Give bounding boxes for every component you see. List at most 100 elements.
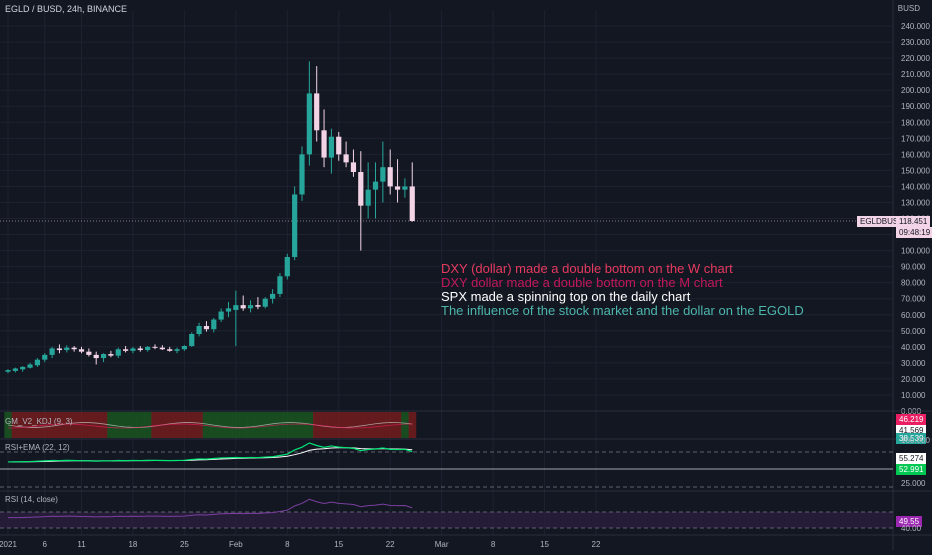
candle-body xyxy=(86,351,92,355)
gm-segment xyxy=(379,412,387,438)
candle-body xyxy=(233,305,239,310)
candle-body xyxy=(372,181,379,190)
rsi-ema-line xyxy=(7,442,413,463)
y-tick-label: 60.000 xyxy=(901,311,926,320)
candle-body xyxy=(328,136,334,158)
gm-segment xyxy=(305,412,314,438)
candle-body xyxy=(108,354,114,356)
candle-body xyxy=(336,136,342,155)
candle-body xyxy=(56,348,63,351)
last-price-symbol: EGLDBUSD xyxy=(857,216,908,227)
y-tick-label: 140.000 xyxy=(901,182,930,191)
x-tick-label: 8 xyxy=(491,540,496,549)
gm-segment xyxy=(129,412,137,438)
y-tick-label: 50.000 xyxy=(901,327,926,336)
x-tick-label: 18 xyxy=(128,540,137,549)
candle-body xyxy=(380,167,386,182)
gm-segment xyxy=(92,412,101,438)
gm-segment xyxy=(327,412,336,438)
candle-body xyxy=(365,189,371,206)
y-tick-label: 190.000 xyxy=(901,102,930,111)
y-tick-label: 90.000 xyxy=(901,263,926,272)
candle-body xyxy=(292,194,298,258)
gm-segment xyxy=(217,412,226,438)
gm-segment xyxy=(33,412,42,438)
gm-segment xyxy=(342,412,351,438)
y-tick-label: 170.000 xyxy=(901,134,930,143)
x-tick-label: 6 xyxy=(43,540,48,549)
annotation-1: DXY (dollar) made a double bottom on the… xyxy=(441,261,733,276)
y-tick-label: 30.000 xyxy=(901,359,926,368)
candle-body xyxy=(189,334,195,347)
y-tick-label: 240.000 xyxy=(901,22,930,31)
last-price-value: 118.451 xyxy=(896,216,931,227)
candle-body xyxy=(270,293,276,299)
candle-body xyxy=(130,348,136,351)
gm-segment xyxy=(121,412,130,438)
y-tick-label: 100.000 xyxy=(901,247,930,256)
gm-segment xyxy=(283,412,292,438)
gm-segment xyxy=(99,412,108,438)
candle-body xyxy=(203,325,210,330)
x-tick-label: 15 xyxy=(334,540,343,549)
gm-segment xyxy=(173,412,182,438)
candle-body xyxy=(174,349,180,351)
candle-body xyxy=(100,354,107,359)
y-tick-label: 210.000 xyxy=(901,70,930,79)
candle-body xyxy=(321,130,327,158)
gm-segment xyxy=(349,412,358,438)
candle-body xyxy=(167,349,173,351)
candle-body xyxy=(262,298,268,307)
gm-segment xyxy=(136,412,145,438)
rsi-axis-tick: 40.00 xyxy=(901,524,922,533)
candle-body xyxy=(284,257,290,277)
x-tick-label: 22 xyxy=(386,540,395,549)
chart-title: EGLD / BUSD, 24h, BINANCE xyxy=(5,4,128,14)
x-tick-label: 22 xyxy=(592,540,601,549)
gm-segment xyxy=(11,412,20,438)
gm-segment xyxy=(371,412,380,438)
candle-body xyxy=(306,93,312,155)
candle-body xyxy=(137,348,143,351)
gm-segment xyxy=(239,412,248,438)
candle-body xyxy=(299,154,305,195)
y-tick-label: 150.000 xyxy=(901,166,930,175)
y-tick-label: 70.000 xyxy=(901,295,926,304)
candle-body xyxy=(12,368,18,371)
candle-body xyxy=(93,354,99,359)
y-tick-label: 200.000 xyxy=(901,86,930,95)
candle-body xyxy=(314,93,320,131)
candle-body xyxy=(42,354,48,360)
x-tick-label: Feb xyxy=(229,540,243,549)
rsi-ema-axis-tick: 25.000 xyxy=(901,479,926,488)
gm-indicator-label: GM_V2_KDJ (9, 3) xyxy=(5,417,73,426)
rsi-line xyxy=(7,498,413,519)
y-tick-label: 230.000 xyxy=(901,38,930,47)
candle-body xyxy=(255,305,261,307)
gm-segment xyxy=(180,412,189,438)
rsi-ema-value-1: 55.274 xyxy=(896,453,927,464)
candle-body xyxy=(240,305,246,309)
candle-body xyxy=(78,349,85,352)
gm-segment xyxy=(224,412,233,438)
annotation-3: SPX made a spinning top on the daily cha… xyxy=(441,289,691,304)
gm-segment xyxy=(246,412,255,438)
x-tick-label: 25 xyxy=(180,540,189,549)
candle-body xyxy=(159,347,165,350)
gm-segment xyxy=(151,412,159,438)
gm-segment xyxy=(166,412,174,438)
rsi-value: 49.55 xyxy=(896,516,923,527)
x-tick-label: 8 xyxy=(285,540,290,549)
gm-line-d xyxy=(7,423,413,429)
candle-body xyxy=(211,319,217,330)
candle-body xyxy=(225,308,232,312)
y-tick-label: 180.000 xyxy=(901,118,930,127)
candle-body xyxy=(152,346,158,348)
candle-body xyxy=(123,349,129,351)
x-tick-label: Mar xyxy=(435,540,449,549)
candle-body xyxy=(409,186,415,222)
gm-segment xyxy=(232,412,240,438)
currency-label: BUSD xyxy=(897,4,920,13)
